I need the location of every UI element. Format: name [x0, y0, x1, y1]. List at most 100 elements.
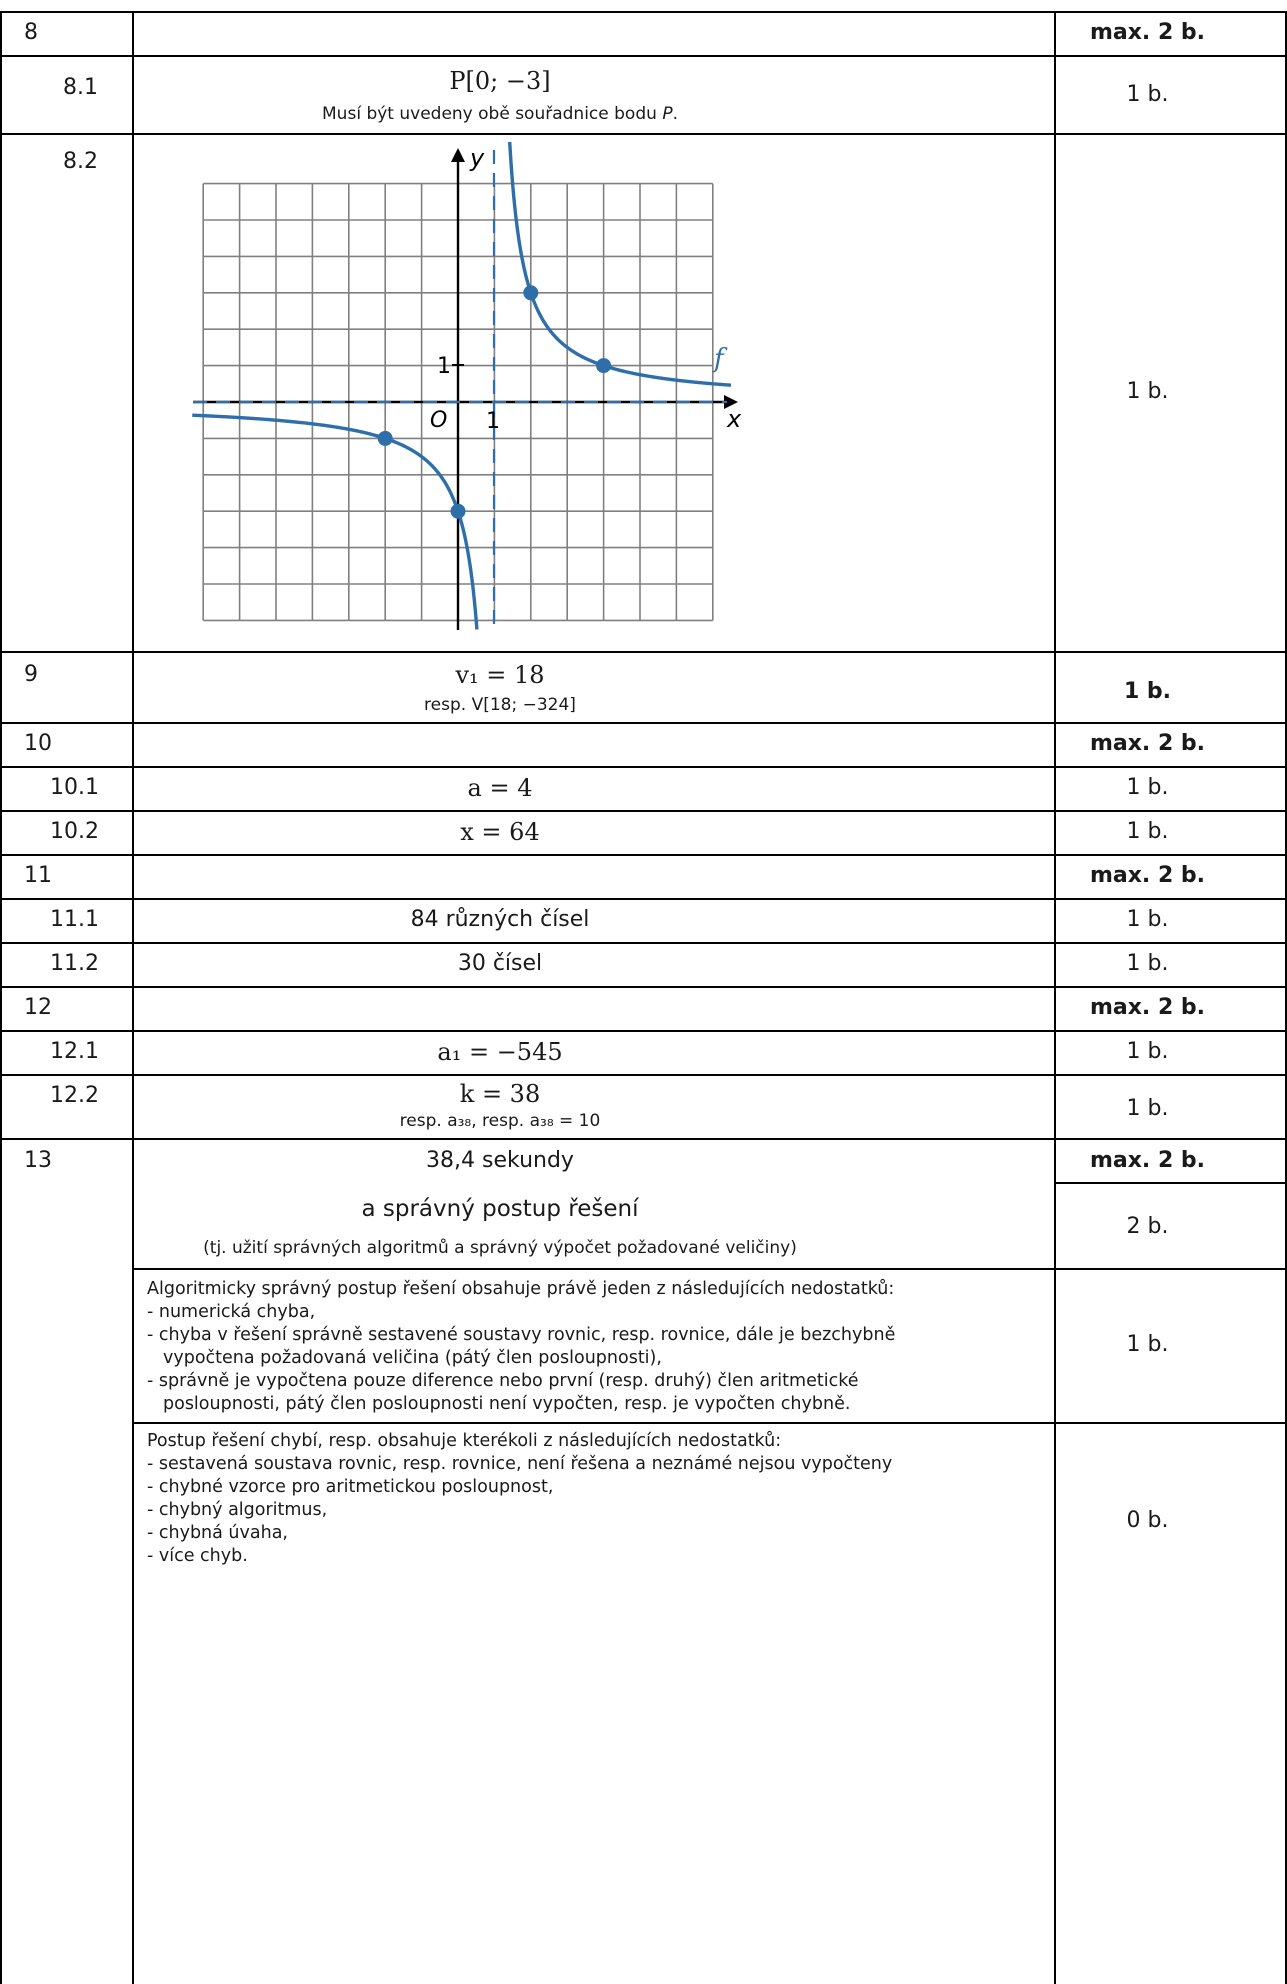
points: 1 b. [1126, 1039, 1169, 1064]
row-border [0, 810, 1287, 812]
max-points: max. 2 b. [1089, 731, 1206, 756]
asymptotes [193, 150, 727, 630]
criteria-item: - chyba v řešení správně sestavené soust… [147, 1325, 896, 1345]
criteria-item: - správně je vypočtena pouze diference n… [147, 1371, 859, 1391]
x-axis-arrow [724, 395, 738, 409]
task-number: 10 [24, 731, 52, 756]
task-number: 11 [24, 863, 52, 888]
answer-condition-note: (tj. užití správných algoritmů a správný… [203, 1238, 797, 1258]
y-tick-label: 1 [437, 354, 451, 379]
criteria-item: - chybné vzorce pro aritmetickou posloup… [147, 1477, 554, 1497]
note-variable: P [662, 104, 673, 124]
answer: a = 4 [467, 774, 533, 802]
row-border [132, 1422, 1287, 1424]
points: 1 b. [1126, 82, 1169, 107]
max-points: max. 2 b. [1089, 1148, 1206, 1173]
function-curve [192, 141, 732, 630]
row-border [132, 1268, 1287, 1270]
max-points: max. 2 b. [1089, 995, 1206, 1020]
subtask-number: 8.1 [63, 75, 98, 100]
row-border [0, 1138, 1287, 1140]
col-border [1054, 11, 1056, 1984]
subtask-number: 10.2 [50, 819, 99, 844]
answer: v₁ = 18 [455, 661, 545, 689]
points: 1 b. [1123, 679, 1172, 704]
graph-grid [202, 182, 714, 622]
criteria-item: posloupnosti, pátý člen posloupnosti nen… [163, 1394, 851, 1414]
criteria-intro: Algoritmicky správný postup řešení obsah… [147, 1279, 895, 1299]
subtask-number: 12.2 [50, 1083, 99, 1108]
answer: 30 čísel [457, 951, 543, 976]
criteria-item: - sestavená soustava rovnic, resp. rovni… [147, 1454, 893, 1474]
points: 1 b. [1126, 1096, 1169, 1121]
answer: x = 64 [460, 818, 540, 846]
row-border [0, 651, 1287, 653]
col-border [132, 11, 134, 1984]
task-number: 9 [24, 662, 38, 687]
subtask-number: 11.2 [50, 951, 99, 976]
points: 1 b. [1126, 907, 1169, 932]
task-number: 13 [24, 1148, 52, 1173]
row-border [0, 133, 1287, 135]
graph-point [450, 503, 466, 519]
col-border [0, 11, 2, 1984]
answer-condition: a správný postup řešení [361, 1196, 639, 1222]
criteria-item: - numerická chyba, [147, 1302, 316, 1322]
answer: k = 38 [459, 1080, 541, 1108]
points: 1 b. [1126, 819, 1169, 844]
row-border [0, 898, 1287, 900]
subtask-number: 10.1 [50, 775, 99, 800]
points: 1 b. [1126, 951, 1169, 976]
graph-axes [193, 148, 738, 630]
answer: a₁ = −545 [437, 1038, 563, 1066]
graph-point [377, 430, 393, 446]
max-points: max. 2 b. [1089, 20, 1206, 45]
answer-note: resp. V[18; −324] [424, 695, 576, 715]
row-border [0, 766, 1287, 768]
points: 1 b. [1126, 775, 1169, 800]
criteria-intro: Postup řešení chybí, resp. obsahuje kter… [147, 1431, 782, 1451]
task-number: 8 [24, 20, 38, 45]
subtask-number: 8.2 [63, 149, 98, 174]
answer: 84 různých čísel [410, 907, 590, 932]
row-border [0, 942, 1287, 944]
row-border [0, 722, 1287, 724]
row-border [0, 986, 1287, 988]
partial-criteria: Algoritmicky správný postup řešení obsah… [147, 1278, 895, 1416]
note-text: Musí být uvedeny obě souřadnice bodu [322, 104, 663, 124]
function-label: f [712, 344, 728, 374]
answer: P[0; −3] [449, 67, 551, 95]
criteria-item: - chybná úvaha, [147, 1523, 288, 1543]
marked-points [377, 285, 612, 519]
max-points: max. 2 b. [1089, 863, 1206, 888]
task-number: 12 [24, 995, 52, 1020]
criteria-item: vypočtena požadovaná veličina (pátý člen… [163, 1348, 662, 1368]
row-border [0, 55, 1287, 57]
note-suffix: . [672, 104, 678, 124]
y-axis-arrow [451, 148, 465, 162]
curve-branch [192, 413, 479, 630]
graph-point [596, 358, 612, 374]
subtask-number: 11.1 [50, 907, 99, 932]
points: 0 b. [1126, 1508, 1169, 1533]
curve-branch [507, 141, 732, 387]
answer: 38,4 sekundy [426, 1148, 574, 1173]
points: 1 b. [1126, 1332, 1169, 1357]
y-axis-label: y [469, 144, 485, 172]
criteria-item: - více chyb. [147, 1546, 248, 1566]
answer-note: resp. a₃₈, resp. a₃₈ = 10 [399, 1111, 601, 1131]
graph-point [523, 285, 539, 301]
row-border [0, 1074, 1287, 1076]
x-tick-label: 1 [486, 409, 500, 434]
row-border [0, 854, 1287, 856]
answer-note: Musí být uvedeny obě souřadnice bodu P. [134, 106, 866, 123]
points: 2 b. [1126, 1214, 1169, 1239]
row-border [1054, 1182, 1287, 1184]
origin-label: O [430, 408, 447, 433]
subtask-number: 12.1 [50, 1039, 99, 1064]
row-border [0, 11, 1287, 13]
row-border [0, 1030, 1287, 1032]
points: 1 b. [1126, 379, 1169, 404]
